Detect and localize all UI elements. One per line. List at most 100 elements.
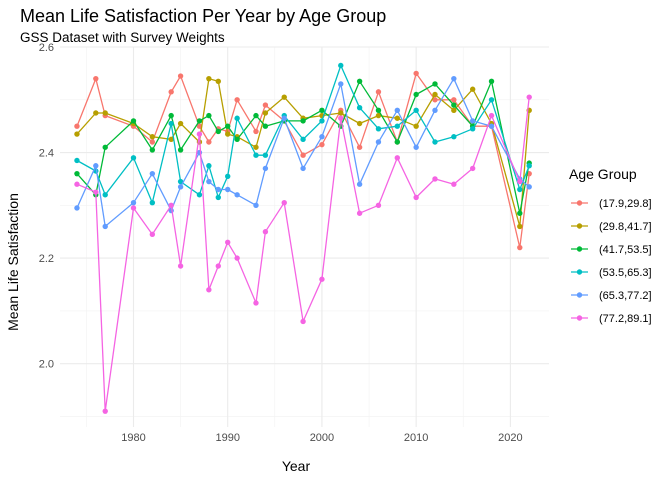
data-point: [253, 112, 259, 119]
data-point: [394, 139, 401, 145]
data-point: [196, 118, 203, 124]
data-point: [177, 147, 184, 153]
y-tick-label: 2.0: [39, 359, 54, 371]
legend-item: (17.9,29.8]: [571, 198, 652, 210]
data-point: [281, 115, 287, 121]
data-point: [432, 81, 438, 87]
legend-item: (65.3,77.2]: [571, 290, 652, 302]
series-6: [74, 94, 532, 414]
data-point: [394, 123, 401, 129]
data-point: [356, 210, 363, 216]
data-point: [177, 184, 184, 190]
data-point: [451, 181, 457, 187]
x-tick-label: 2000: [310, 432, 334, 444]
data-point: [130, 155, 137, 161]
series-line: [76, 78, 530, 228]
data-point: [234, 255, 240, 261]
data-point: [262, 110, 269, 116]
data-point: [469, 126, 476, 132]
data-point: [356, 144, 363, 150]
data-point: [319, 276, 325, 282]
data-point: [338, 110, 344, 116]
legend-key-point: [576, 269, 583, 275]
data-point: [413, 70, 419, 77]
data-point: [177, 73, 184, 79]
data-point: [234, 97, 240, 103]
data-point: [74, 170, 80, 177]
data-point: [375, 139, 382, 145]
data-point: [300, 118, 306, 124]
data-point: [469, 118, 476, 124]
data-point: [319, 118, 325, 124]
data-point: [130, 118, 137, 124]
data-point: [517, 210, 523, 216]
data-point: [451, 107, 457, 114]
data-point: [149, 199, 156, 206]
data-point: [394, 115, 401, 121]
data-point: [375, 126, 382, 132]
data-point: [517, 186, 523, 193]
data-point: [93, 110, 99, 116]
data-point: [102, 110, 108, 116]
data-point: [215, 78, 221, 85]
series-line: [76, 78, 530, 228]
data-point: [196, 192, 203, 198]
data-point: [338, 62, 344, 69]
data-point: [413, 123, 419, 129]
data-point: [469, 165, 476, 172]
data-point: [206, 75, 212, 82]
data-point: [375, 107, 382, 114]
data-point: [451, 75, 457, 82]
data-point: [177, 178, 184, 185]
data-point: [206, 139, 212, 145]
data-point: [215, 186, 221, 193]
data-point: [451, 134, 457, 140]
data-point: [177, 263, 184, 269]
data-point: [451, 97, 457, 103]
series-4: [74, 62, 532, 206]
data-point: [215, 263, 221, 269]
legend-label: (77.2,89.1]: [599, 313, 652, 325]
legend-key-point: [576, 315, 583, 321]
data-point: [93, 163, 99, 169]
data-point: [253, 144, 259, 150]
data-point: [517, 223, 523, 230]
data-point: [196, 131, 203, 137]
y-tick-label: 2.4: [39, 148, 54, 160]
data-point: [234, 192, 240, 198]
series-line: [76, 72, 530, 249]
data-point: [149, 231, 156, 238]
x-tick-label: 1990: [215, 432, 239, 444]
data-point: [130, 205, 137, 211]
data-point: [413, 91, 419, 98]
data-point: [413, 194, 419, 201]
data-point: [168, 120, 174, 127]
legend-label: (65.3,77.2]: [599, 290, 652, 302]
y-tick-label: 2.2: [39, 253, 54, 265]
data-point: [488, 97, 495, 103]
data-point: [375, 202, 382, 209]
data-point: [102, 223, 108, 230]
data-point: [74, 157, 80, 164]
data-point: [432, 97, 438, 103]
data-point: [432, 107, 438, 114]
y-tick-label: 2.6: [39, 42, 54, 54]
data-point: [300, 318, 306, 325]
series-line: [76, 97, 530, 412]
data-point: [253, 202, 259, 209]
data-point: [469, 86, 476, 92]
data-point: [319, 141, 325, 148]
legend-key-point: [576, 246, 583, 252]
data-point: [149, 134, 156, 140]
data-point: [225, 186, 231, 193]
legend-title: Age Group: [569, 166, 637, 182]
data-point: [356, 120, 363, 127]
legend-label: (29.8,41.7]: [599, 221, 652, 233]
data-point: [149, 147, 156, 153]
data-point: [206, 178, 212, 185]
data-point: [488, 123, 495, 129]
data-point: [196, 123, 203, 129]
legend-item: (77.2,89.1]: [571, 313, 652, 325]
grid-layer: [60, 46, 549, 427]
